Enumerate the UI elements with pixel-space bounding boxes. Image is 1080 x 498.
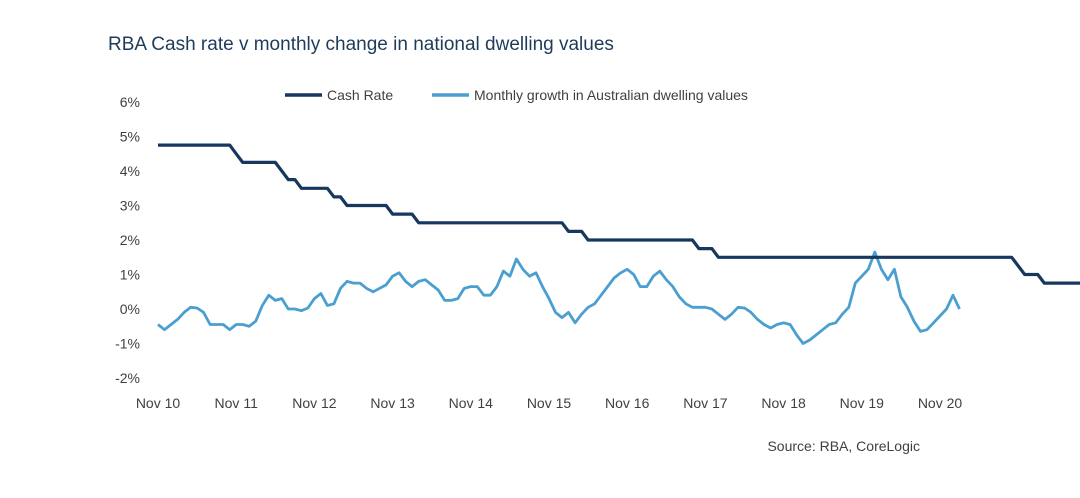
x-tick-label: Nov 15 (527, 395, 572, 411)
chart-title: RBA Cash rate v monthly change in nation… (108, 34, 614, 55)
y-axis-ticks: 6% 5% 4% 3% 2% 1% 0% -1% -2% (115, 94, 140, 386)
y-tick-label: 6% (120, 94, 140, 110)
legend-label-cash-rate: Cash Rate (327, 87, 393, 103)
x-axis-ticks: Nov 10 Nov 11 Nov 12 Nov 13 Nov 14 Nov 15 Nov … (136, 395, 963, 411)
x-tick-label: Nov 12 (292, 395, 337, 411)
y-tick-label: 5% (120, 129, 140, 145)
plot-area (157, 143, 1080, 345)
legend-label-dwelling-growth: Monthly growth in Australian dwelling va… (474, 87, 748, 103)
series-line-cash-rate (158, 143, 1080, 285)
x-tick-label: Nov 20 (918, 395, 963, 411)
legend: Cash Rate Monthly growth in Australian d… (285, 87, 748, 103)
x-tick-label: Nov 14 (449, 395, 494, 411)
x-tick-label: Nov 19 (840, 395, 885, 411)
x-tick-label: Nov 13 (370, 395, 415, 411)
x-tick-label: Nov 11 (215, 395, 259, 411)
x-tick-label: Nov 17 (683, 395, 728, 411)
y-tick-label: 3% (120, 198, 140, 214)
y-tick-label: -2% (115, 370, 140, 386)
source-note: Source: RBA, CoreLogic (767, 438, 920, 454)
series-line-dwelling-growth (157, 250, 961, 345)
y-tick-label: -1% (115, 336, 140, 352)
y-tick-label: 1% (120, 267, 140, 283)
x-tick-label: Nov 16 (605, 395, 650, 411)
y-tick-label: 0% (120, 301, 140, 317)
x-tick-label: Nov 18 (761, 395, 806, 411)
y-tick-label: 4% (120, 163, 140, 179)
x-tick-label: Nov 10 (136, 395, 181, 411)
y-tick-label: 2% (120, 232, 140, 248)
